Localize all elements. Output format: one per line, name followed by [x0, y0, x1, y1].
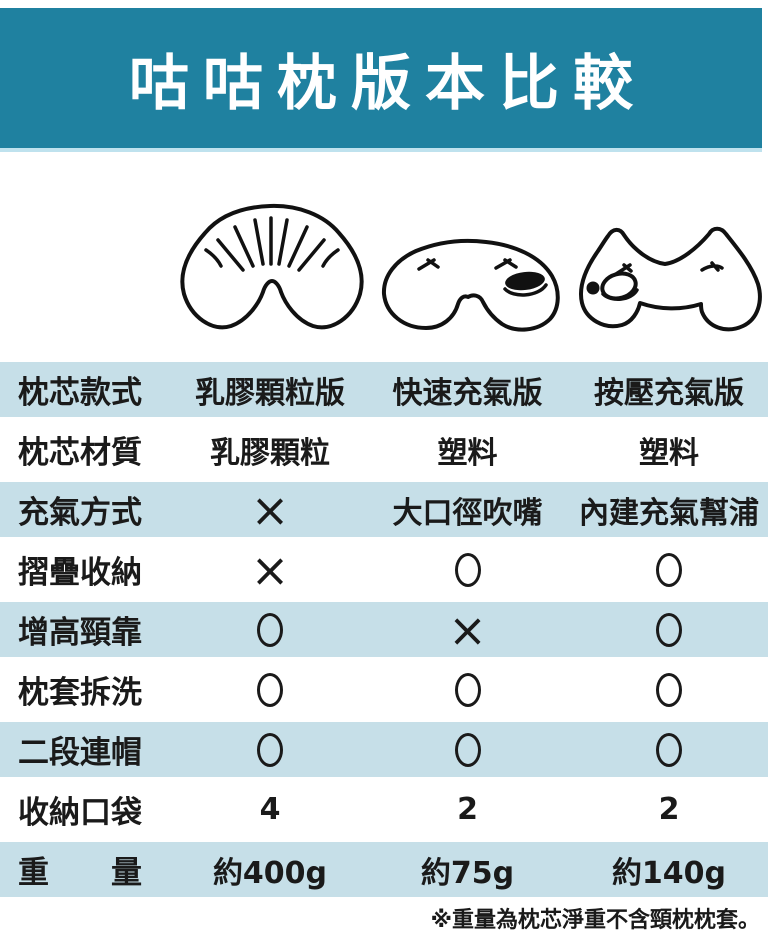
page-title: 咕咕枕版本比較 [129, 48, 647, 119]
latex-granule-pillow-icon [180, 203, 364, 330]
table-row: 收納口袋 4 2 2 [0, 782, 768, 837]
row-label: 摺疊收納 [18, 555, 142, 591]
row-label: 二段連帽 [18, 735, 142, 771]
circle-symbol [454, 672, 481, 707]
row-label: 重 量 [18, 855, 142, 891]
circle-symbol [257, 612, 283, 647]
circle-symbol [454, 732, 481, 767]
table-row: 枕套拆洗 [0, 662, 768, 717]
cross-symbol: × [250, 482, 290, 537]
quick-inflate-pillow-illustration [374, 234, 570, 344]
table-cell [570, 672, 768, 707]
table-cell: 乳膠顆粒 [210, 435, 330, 471]
press-pump-pillow-icon [579, 226, 762, 332]
table-cell [365, 732, 570, 767]
table-cell: × [365, 607, 570, 653]
circle-symbol [656, 672, 682, 707]
table-cell: 快速充氣版 [392, 375, 543, 411]
circle-symbol [257, 732, 283, 767]
circle-symbol [656, 612, 682, 647]
table-cell: 2 [457, 792, 478, 827]
table-row: 枕芯款式 乳膠顆粒版 快速充氣版 按壓充氣版 [0, 362, 768, 417]
table-cell: 約75g [420, 855, 515, 891]
footnote: ※重量為枕芯淨重不含頸枕枕套。 [430, 908, 760, 933]
row-label: 枕芯材質 [18, 435, 142, 471]
table-row: 枕芯材質 乳膠顆粒 塑料 塑料 [0, 422, 768, 477]
row-label: 枕芯款式 [18, 375, 142, 411]
table-cell [175, 672, 365, 707]
table-cell: 約400g [212, 855, 328, 891]
table-cell [570, 732, 768, 767]
table-cell [175, 612, 365, 647]
table-cell: 大口徑吹嘴 [392, 495, 543, 531]
row-label: 增高頸靠 [18, 615, 142, 651]
circle-symbol [257, 672, 283, 707]
table-cell: 4 [259, 792, 281, 827]
table-cell: 塑料 [437, 435, 498, 471]
table-cell: 2 [658, 792, 680, 827]
table-row: 重 量 約400g 約75g 約140g [0, 842, 768, 897]
row-label: 收納口袋 [18, 795, 142, 831]
table-cell [175, 732, 365, 767]
circle-symbol [656, 552, 682, 587]
table-cell [570, 612, 768, 647]
table-row: 二段連帽 [0, 722, 768, 777]
comparison-table: 枕芯款式 乳膠顆粒版 快速充氣版 按壓充氣版枕芯材質 乳膠顆粒 塑料 塑料充氣方式 × 大口徑吹… [0, 362, 768, 902]
table-row: 增高頸靠 × [0, 602, 768, 657]
circle-symbol [656, 732, 682, 767]
circle-symbol [454, 552, 481, 587]
row-label: 枕套拆洗 [18, 675, 142, 711]
cross-symbol: × [448, 602, 487, 657]
table-cell: × [175, 487, 365, 533]
quick-inflate-pillow-icon [381, 238, 560, 332]
table-cell: 塑料 [639, 435, 699, 471]
press-pump-pillow-illustration [572, 222, 768, 344]
table-cell: 按壓充氣版 [594, 375, 744, 411]
title-banner: 咕咕枕版本比較 [0, 8, 762, 152]
table-row: 充氣方式 × 大口徑吹嘴 內建充氣幫浦 [0, 482, 768, 537]
cross-symbol: × [250, 542, 290, 597]
table-cell: × [175, 547, 365, 593]
table-cell: 內建充氣幫浦 [579, 495, 759, 531]
table-cell: 乳膠顆粒版 [195, 375, 345, 411]
table-cell [570, 552, 768, 587]
table-cell: 約140g [611, 855, 727, 891]
table-row: 摺疊收納 × [0, 542, 768, 597]
latex-granule-pillow-illustration [176, 202, 368, 334]
row-label: 充氣方式 [18, 495, 142, 531]
table-cell [365, 552, 570, 587]
table-cell [365, 672, 570, 707]
